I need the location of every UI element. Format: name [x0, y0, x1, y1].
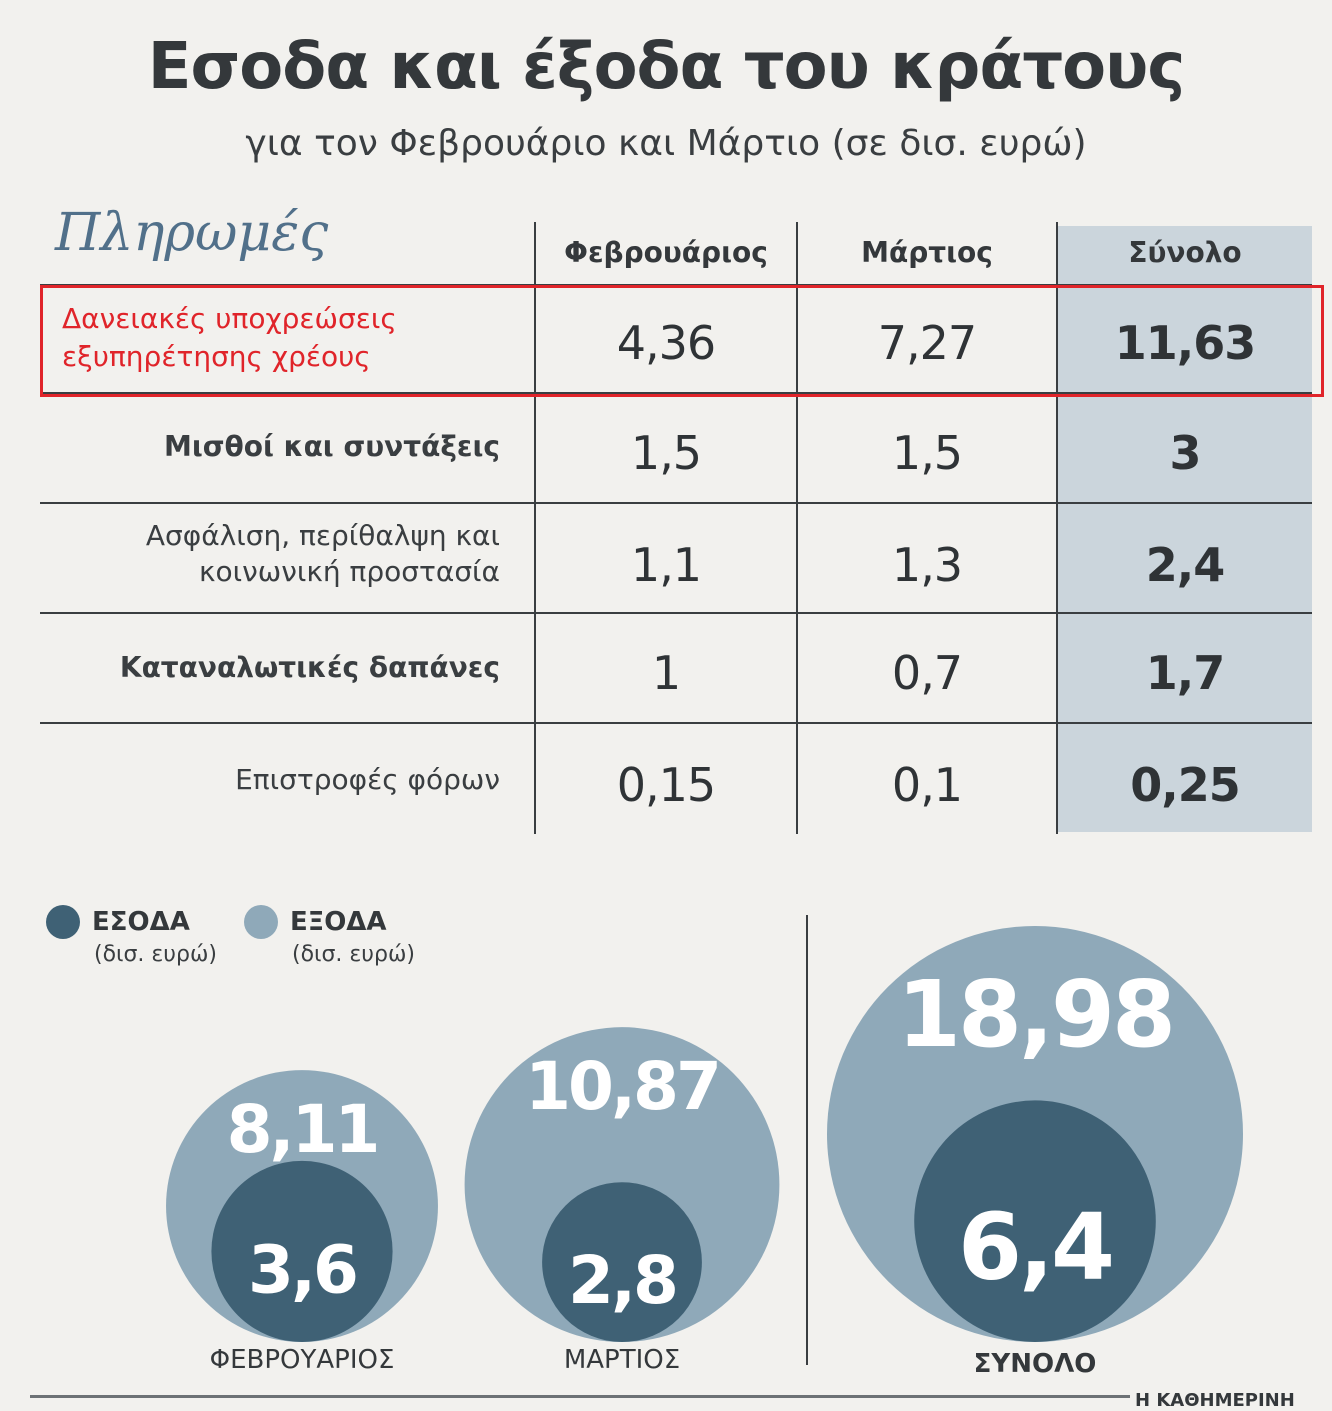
total-column-background	[1058, 226, 1312, 832]
bubble-income-label-february: 3,6	[248, 1231, 356, 1308]
chart-subtitle: για τον Φεβρουάριο και Μάρτιο (σε δισ. ε…	[245, 123, 1087, 164]
legend-expenses-name: ΕΞΟΔΑ	[290, 907, 387, 937]
bubble-category-label-total: ΣΥΝΟΛΟ	[974, 1349, 1097, 1379]
chart-title: Εσοδα και έξοδα του κράτους	[147, 30, 1186, 104]
cell-debt-total: 11,63	[1114, 316, 1257, 370]
row-label-debt-service: Δανειακές υποχρεώσεις εξυπηρέτησης χρέου…	[62, 302, 397, 373]
table-column-rule	[796, 222, 798, 834]
bottom-rule	[30, 1395, 1130, 1398]
bubble-income-february	[211, 1160, 393, 1342]
table-rule	[40, 722, 1312, 724]
highlight-box	[40, 285, 1324, 397]
bubble-category-label-march: ΜΑΡΤΙΟΣ	[564, 1345, 680, 1375]
cell-salaries-march: 1,5	[891, 426, 963, 480]
table-title: Πληρωμές	[55, 203, 329, 263]
table-column-rule	[1056, 222, 1058, 834]
bubble-income-march	[542, 1182, 702, 1342]
cell-debt-march: 7,27	[877, 316, 977, 370]
cell-salaries-february: 1,5	[630, 426, 702, 480]
column-header-total: Σύνολο	[1128, 236, 1242, 269]
table-rule	[40, 612, 1312, 614]
cell-refunds-march: 0,1	[891, 758, 963, 812]
cell-refunds-february: 0,15	[616, 758, 716, 812]
cell-insurance-march: 1,3	[891, 538, 963, 592]
bubble-expenses-label-total: 18,98	[897, 961, 1173, 1068]
legend-income-swatch	[46, 905, 80, 939]
bubble-category-label-february: ΦΕΒΡΟΥΑΡΙΟΣ	[210, 1345, 395, 1375]
cell-insurance-february: 1,1	[630, 538, 702, 592]
legend-income-unit: (δισ. ευρώ)	[94, 942, 218, 967]
bubble-income-total	[914, 1100, 1156, 1342]
row-label-insurance-care: Ασφάλιση, περίθαλψη και κοινωνική προστα…	[145, 519, 500, 588]
column-header-february: Φεβρουάριος	[564, 236, 768, 269]
bubble-income-label-total: 6,4	[958, 1193, 1112, 1300]
row-label-salaries-pensions: Μισθοί και συντάξεις	[163, 430, 500, 463]
legend-expenses-swatch	[244, 905, 278, 939]
cell-salaries-total: 3	[1169, 426, 1201, 480]
table-column-rule	[534, 222, 536, 834]
legend-income-name: ΕΣΟΔΑ	[92, 907, 190, 937]
source-credit: Η ΚΑΘΗΜΕΡΙΝΗ	[1135, 1390, 1295, 1411]
row-label-tax-refunds: Επιστροφές φόρων	[235, 763, 500, 796]
table-rule	[40, 392, 1312, 394]
cell-consumption-total: 1,7	[1145, 646, 1226, 700]
column-header-march: Μάρτιος	[861, 236, 993, 269]
bubble-divider	[806, 915, 808, 1365]
cell-consumption-march: 0,7	[891, 646, 963, 700]
bubble-income-label-march: 2,8	[568, 1242, 676, 1319]
table-rule	[40, 502, 1312, 504]
cell-insurance-total: 2,4	[1145, 538, 1226, 592]
cell-refunds-total: 0,25	[1130, 758, 1241, 812]
bubble-expenses-label-february: 8,11	[227, 1091, 378, 1168]
cell-consumption-february: 1	[651, 646, 681, 700]
row-label-consumption: Καταναλωτικές δαπάνες	[119, 651, 500, 684]
cell-debt-february: 4,36	[616, 316, 716, 370]
legend-expenses-unit: (δισ. ευρώ)	[292, 942, 416, 967]
bubble-expenses-label-march: 10,87	[525, 1048, 719, 1125]
